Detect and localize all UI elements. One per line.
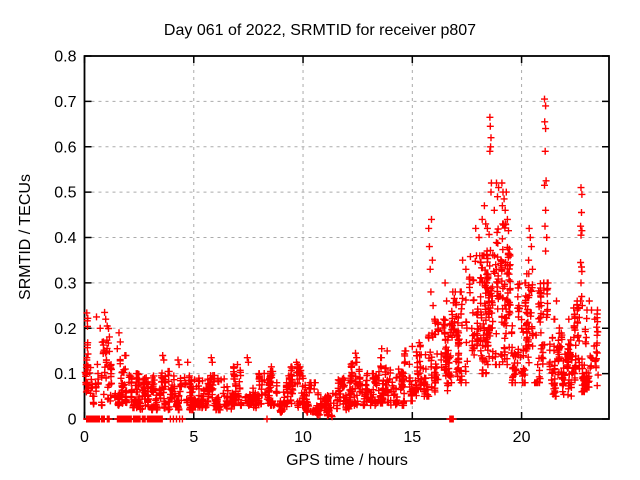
y-tick-label: 0.7: [54, 94, 76, 111]
y-tick-label: 0.1: [54, 366, 76, 383]
grid-lines: [84, 56, 609, 419]
data-points: [81, 95, 602, 423]
y-tick-label: 0.8: [54, 49, 76, 66]
y-axis-label: SRMTID / TECUs: [17, 174, 34, 300]
y-tick-label: 0.2: [54, 321, 76, 338]
y-tick-label: 0.3: [54, 275, 76, 292]
x-axis-label: GPS time / hours: [286, 452, 408, 469]
x-tick-label: 15: [403, 429, 421, 446]
y-tick-label: 0.6: [54, 139, 76, 156]
tick-labels: 0 5 10 15 20 0 0.1 0.2 0.3 0.4 0.5 0.6 0.7 0.8: [54, 49, 530, 447]
x-tick-label: 5: [189, 429, 198, 446]
x-tick-label: 10: [294, 429, 312, 446]
chart-title: Day 061 of 2022, SRMTID for receiver p80…: [163, 22, 477, 39]
x-tick-label: 0: [80, 429, 89, 446]
y-tick-label: 0.4: [54, 230, 76, 247]
x-tick-label: 20: [513, 429, 531, 446]
y-tick-label: 0: [68, 412, 77, 429]
y-tick-label: 0.5: [54, 185, 76, 202]
